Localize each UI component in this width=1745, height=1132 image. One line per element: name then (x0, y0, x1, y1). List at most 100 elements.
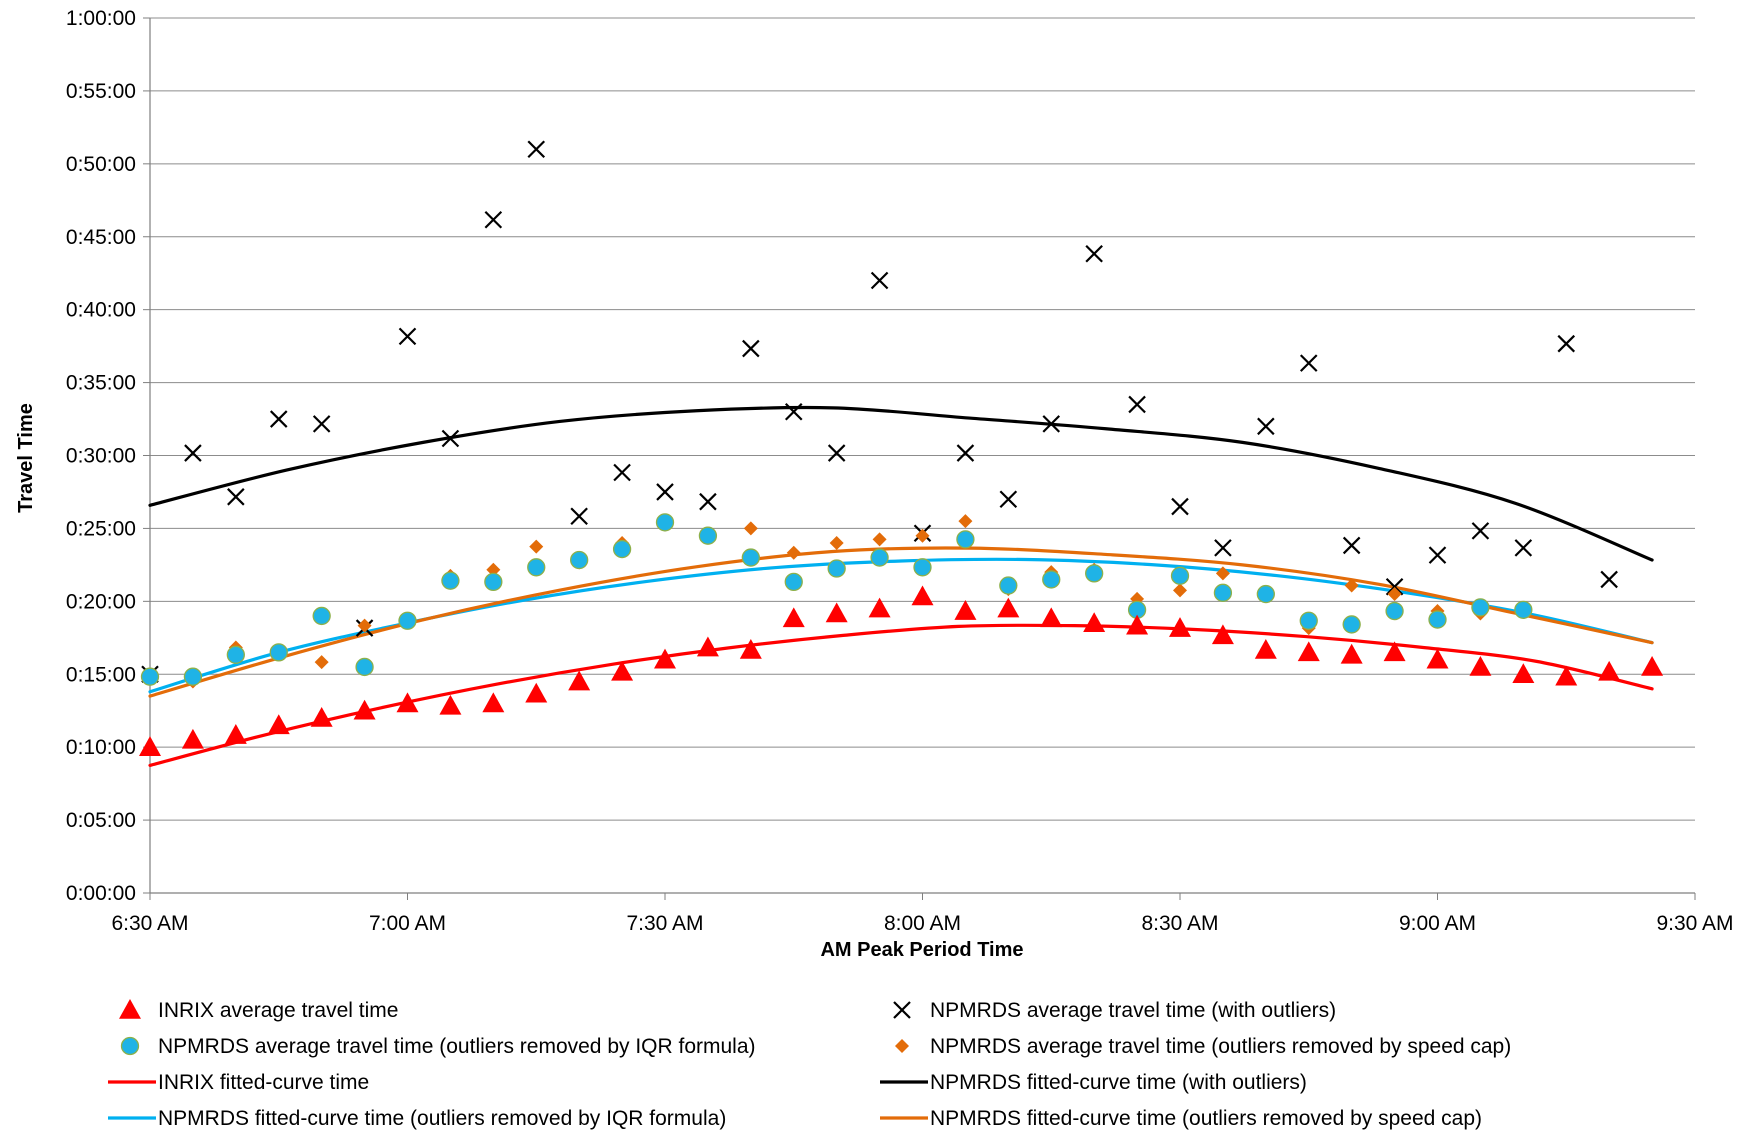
data-point (827, 444, 846, 462)
data-point (958, 514, 973, 529)
data-point (913, 558, 932, 577)
data-point (1128, 395, 1146, 414)
data-point (227, 488, 245, 506)
legend-item: NPMRDS average travel time (outliers rem… (895, 1035, 1511, 1058)
data-point (184, 444, 202, 462)
data-point (226, 645, 245, 664)
point-series (140, 513, 1533, 686)
data-point (527, 558, 546, 577)
data-point (353, 699, 376, 720)
data-point (827, 559, 846, 578)
legend-item: NPMRDS fitted-curve time (outliers remov… (880, 1107, 1482, 1130)
fitted-curve (148, 405, 1654, 562)
data-point (1083, 612, 1106, 633)
data-point (1598, 660, 1621, 681)
y-axis-ticks: 0:00:00 0:05:00 0:10:00 0:15:00 0:20:00 0:25:… (66, 7, 150, 905)
data-point (1340, 643, 1363, 664)
legend-label: INRIX average travel time (158, 999, 398, 1022)
data-point (612, 539, 632, 559)
data-point (1385, 601, 1404, 621)
data-point (310, 707, 333, 727)
data-point (181, 728, 204, 749)
data-point (484, 572, 503, 592)
y-tick-label: 0:05:00 (66, 809, 136, 832)
data-point (1299, 611, 1318, 630)
data-point (1257, 417, 1275, 436)
data-point (825, 602, 848, 623)
data-point (999, 576, 1018, 595)
legend-label: NPMRDS fitted-curve time (outliers remov… (158, 1107, 726, 1130)
legend-label: NPMRDS average travel time (outliers rem… (930, 1035, 1511, 1058)
legend-label: NPMRDS average travel time (outliers rem… (158, 1035, 756, 1058)
y-tick-label: 0:10:00 (66, 736, 136, 759)
data-point (1471, 598, 1490, 617)
data-point (1040, 607, 1063, 628)
legend-item: NPMRDS fitted-curve time (outliers remov… (108, 1107, 726, 1130)
data-point (527, 140, 546, 159)
data-point (829, 536, 844, 550)
legend-item: INRIX average travel time (119, 999, 398, 1022)
data-point (1299, 354, 1318, 372)
y-tick-label: 1:00:00 (66, 7, 136, 30)
data-point (1342, 615, 1361, 634)
data-point (1256, 584, 1275, 604)
data-point (1254, 638, 1277, 659)
data-point (140, 667, 160, 686)
y-tick-label: 0:15:00 (66, 663, 136, 686)
data-point (911, 585, 934, 606)
legend-item: NPMRDS fitted-curve time (with outliers) (880, 1071, 1307, 1094)
data-point (1085, 564, 1104, 583)
data-point (1428, 546, 1447, 564)
y-tick-label: 0:45:00 (66, 226, 136, 249)
data-point (954, 600, 977, 620)
legend-marker (893, 1001, 911, 1019)
x-tick-label: 7:00 AM (369, 912, 446, 935)
data-point (525, 682, 548, 703)
data-point (915, 528, 930, 543)
data-point (1169, 617, 1191, 637)
data-points (139, 140, 1664, 756)
data-point (742, 339, 760, 358)
x-tick-label: 7:30 AM (626, 912, 703, 935)
x-axis-ticks: 6:30 AM 7:00 AM 7:30 AM 8:00 AM 8:30 AM 9:00 … (111, 893, 1734, 935)
data-point (784, 402, 803, 421)
data-point (1042, 570, 1061, 589)
x-tick-label: 9:30 AM (1656, 912, 1733, 935)
data-point (398, 327, 417, 346)
data-point (439, 694, 462, 715)
gridlines (150, 17, 1695, 821)
legend-item: NPMRDS average travel time (outliers rem… (120, 1035, 756, 1058)
data-point (1297, 641, 1320, 662)
data-point (1514, 600, 1533, 619)
data-point (570, 550, 589, 570)
data-point (1173, 583, 1187, 598)
data-point (398, 611, 417, 630)
data-point (139, 736, 161, 756)
data-point (312, 606, 331, 626)
legend-item: INRIX fitted-curve time (108, 1071, 369, 1094)
data-point (1557, 334, 1576, 353)
data-point (1426, 648, 1449, 669)
x-tick-label: 6:30 AM (111, 912, 188, 935)
data-point (312, 415, 331, 433)
data-point (486, 562, 501, 577)
data-point (1214, 539, 1232, 557)
data-point (1469, 655, 1492, 676)
legend: INRIX average travel time NPMRDS average … (108, 999, 1511, 1130)
fitted-curve (148, 557, 1654, 694)
point-series (139, 585, 1664, 756)
data-point (870, 271, 889, 290)
y-tick-label: 0:35:00 (66, 372, 136, 395)
data-point (784, 572, 803, 592)
legend-marker (119, 999, 141, 1019)
data-point (484, 210, 503, 229)
data-point (1342, 536, 1361, 555)
data-point (656, 483, 674, 501)
data-point (1600, 570, 1618, 589)
x-tick-label: 8:00 AM (884, 912, 961, 935)
data-point (611, 660, 634, 681)
data-point (269, 410, 288, 428)
y-tick-label: 0:00:00 (66, 882, 136, 905)
data-point (613, 463, 631, 482)
